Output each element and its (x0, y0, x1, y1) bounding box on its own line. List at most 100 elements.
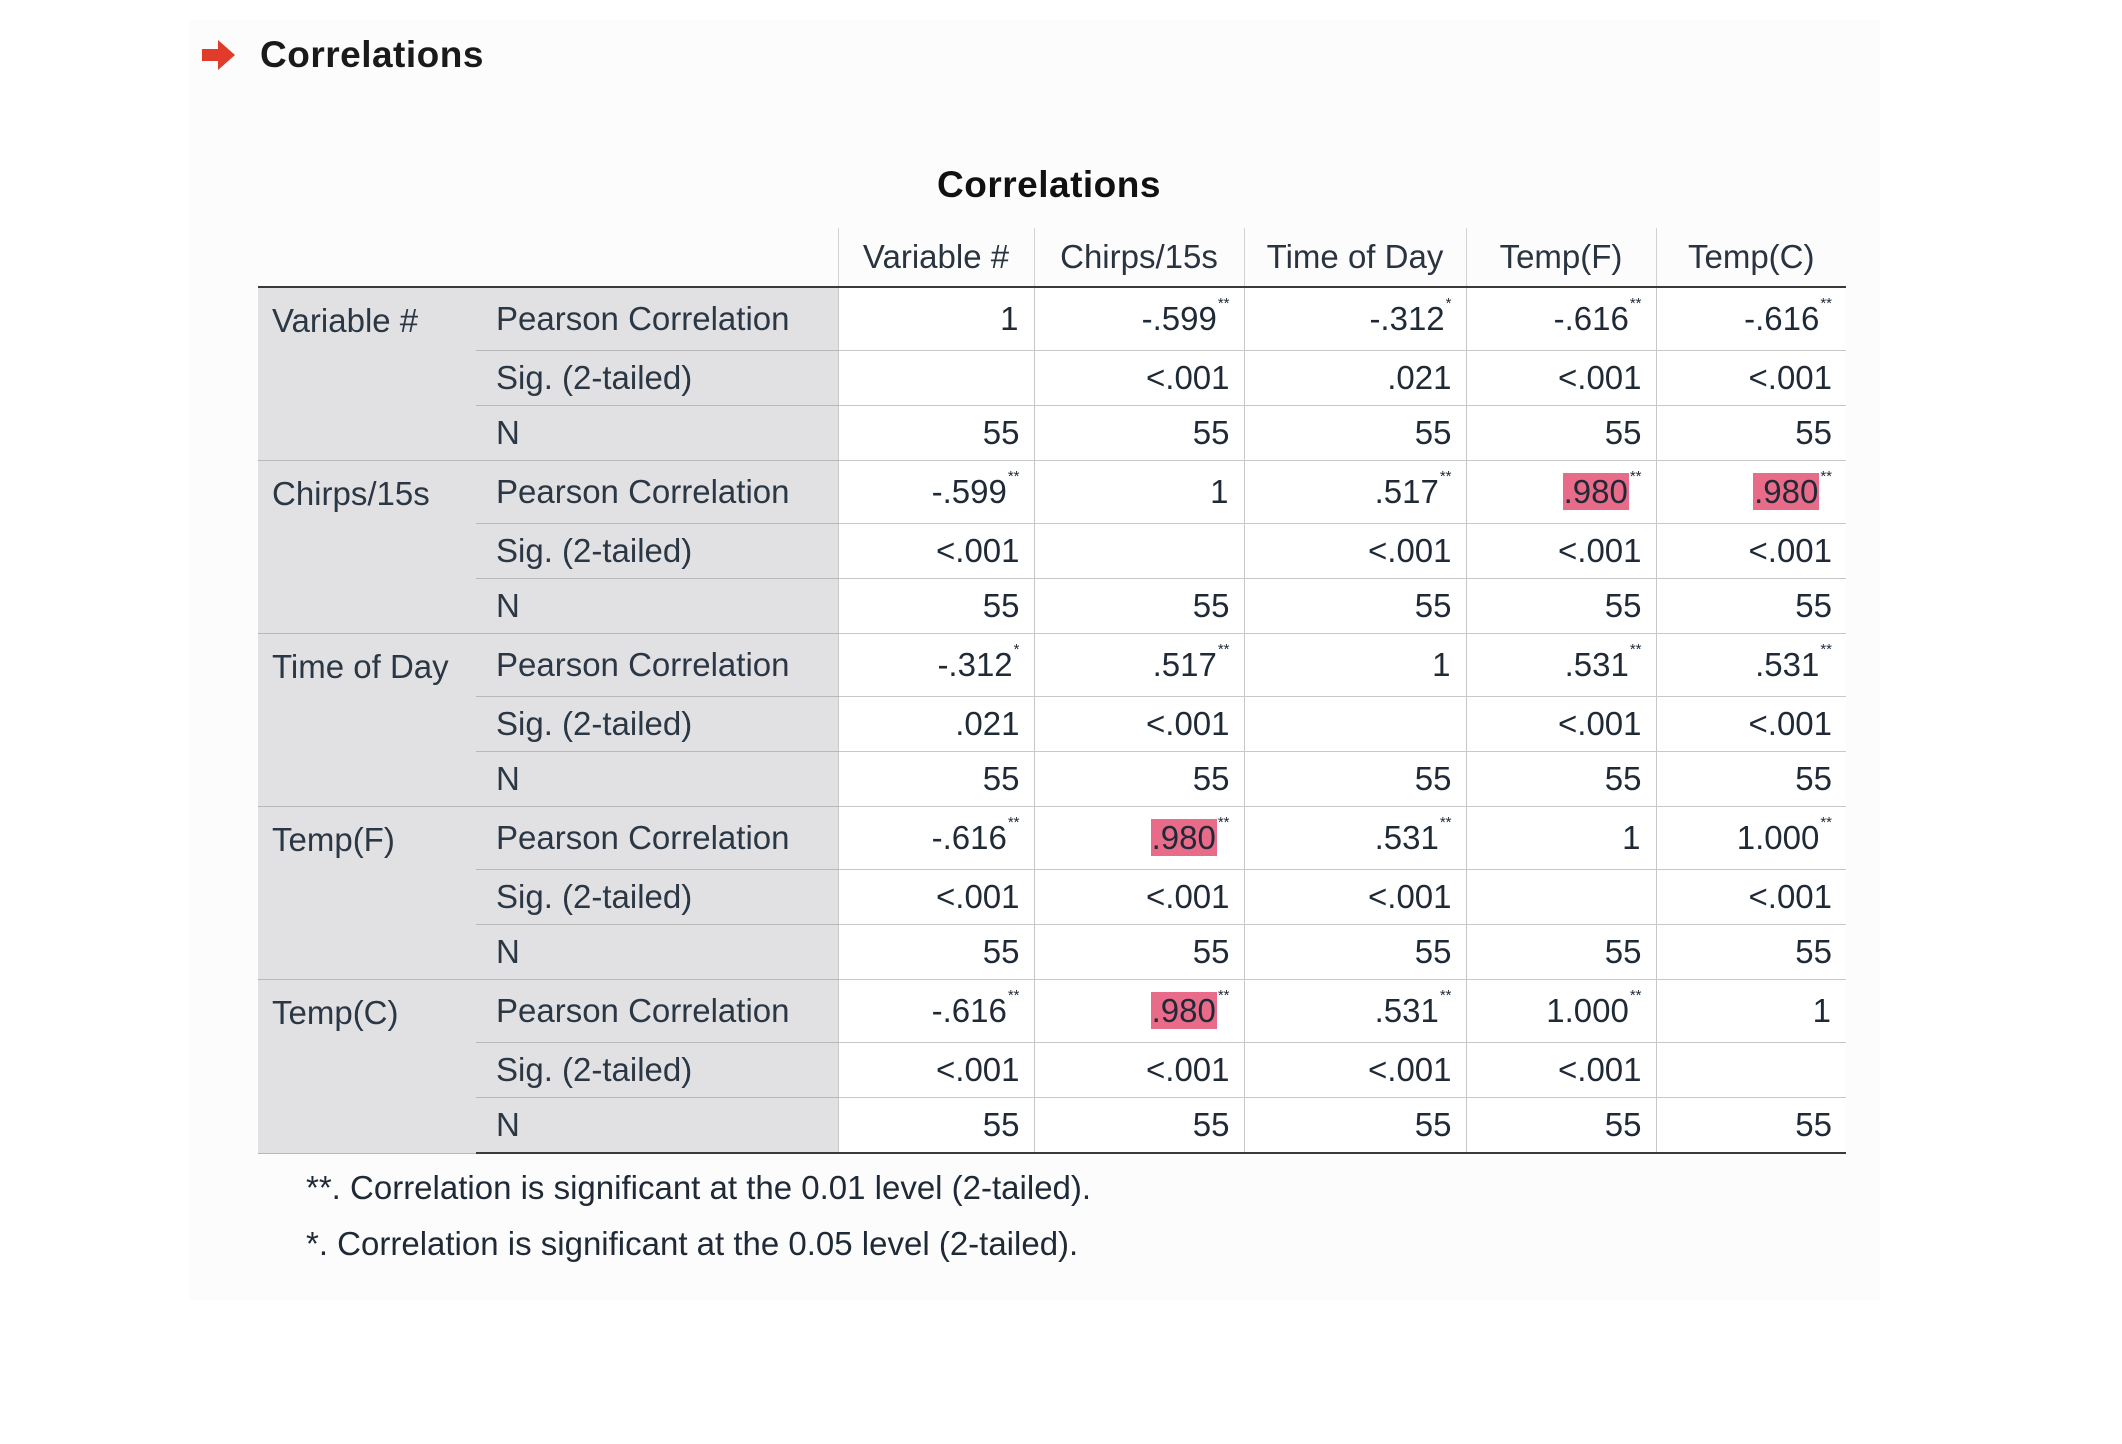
table-cell: <.001 (1465, 350, 1656, 406)
table-cell: .517** (1033, 633, 1244, 697)
table-cell: 55 (1033, 751, 1244, 807)
table-cell: <.001 (1243, 1042, 1466, 1098)
table-cell: 55 (1465, 1097, 1656, 1154)
cell-value: -.312 (1369, 300, 1445, 337)
table-cell: 1 (1243, 633, 1466, 697)
table-cell: 55 (837, 578, 1034, 634)
table-row: Sig. (2-tailed) <.001 <.001 <.001 <.001 (258, 869, 1846, 925)
n-count-label: N (476, 405, 838, 461)
significance-marker: ** (1217, 641, 1230, 658)
cell-value: .531 (1374, 992, 1439, 1029)
cell-value: -.616 (931, 819, 1007, 856)
pearson-correlation-label: Pearson Correlation (476, 287, 838, 351)
table-row: Sig. (2-tailed) <.001 <.001 <.001 <.001 (258, 1042, 1846, 1098)
cell-value: 1.000 (1546, 992, 1629, 1029)
column-header: Chirps/15s (1033, 228, 1244, 288)
table-cell: 1 (837, 287, 1034, 351)
significance-marker: ** (1217, 295, 1230, 312)
table-cell: 55 (1243, 1097, 1466, 1154)
cell-value: -.616 (931, 992, 1007, 1029)
table-cell: 55 (1465, 578, 1656, 634)
n-count-label: N (476, 578, 838, 634)
table-row: N 55 55 55 55 55 (258, 578, 1846, 634)
footnote-005-level: *. Correlation is significant at the 0.0… (306, 1225, 1079, 1262)
table-cell: 55 (1033, 405, 1244, 461)
table-cell: 1.000** (1655, 806, 1846, 870)
sig-2-tailed-label: Sig. (2-tailed) (476, 1042, 838, 1098)
significance-marker: ** (1820, 295, 1832, 312)
right-arrow-icon (198, 35, 238, 75)
significance-marker: ** (1007, 814, 1020, 831)
row-variable-label: Temp(C) (258, 979, 476, 1154)
table-cell: .980 ** (1655, 460, 1846, 524)
significance-marker: ** (1629, 295, 1642, 312)
cell-value: 1 (1622, 819, 1641, 856)
cell-value: .517 (1374, 473, 1439, 510)
output-heading[interactable]: Correlations (198, 34, 484, 76)
table-cell (1243, 696, 1466, 752)
significance-marker: ** (1439, 987, 1452, 1004)
significance-marker: ** (1007, 987, 1020, 1004)
pearson-correlation-label: Pearson Correlation (476, 979, 838, 1043)
significance-marker: ** (1217, 987, 1230, 1004)
table-cell: 55 (1655, 1097, 1846, 1154)
cell-value: 1 (1000, 300, 1019, 337)
significance-marker: ** (1820, 814, 1832, 831)
table-row: N 55 55 55 55 55 (258, 1097, 1846, 1154)
cell-value: .517 (1152, 646, 1217, 683)
table-row: N 55 55 55 55 55 (258, 405, 1846, 461)
table-cell: 55 (1465, 751, 1656, 807)
table-cell: 55 (1033, 1097, 1244, 1154)
column-header-row: Variable # Chirps/15s Time of Day Temp(F… (258, 228, 1846, 288)
table-cell: .531** (1465, 633, 1656, 697)
n-count-label: N (476, 924, 838, 980)
highlighted-value: .980 (1150, 819, 1217, 856)
table-cell: 55 (837, 751, 1034, 807)
table-cell: -.599** (1033, 287, 1244, 351)
table-row: N 55 55 55 55 55 (258, 751, 1846, 807)
corner-blank (476, 228, 838, 288)
table-cell: <.001 (837, 523, 1034, 579)
cell-value: -.599 (1141, 300, 1217, 337)
table-cell: 1 (1465, 806, 1656, 870)
table-cell: <.001 (1655, 523, 1846, 579)
column-header: Variable # (837, 228, 1034, 288)
column-header: Time of Day (1243, 228, 1466, 288)
table-row: Sig. (2-tailed) .021 <.001 <.001 <.001 (258, 696, 1846, 752)
pearson-correlation-label: Pearson Correlation (476, 633, 838, 697)
table-cell: 55 (1033, 578, 1244, 634)
table-cell (837, 350, 1034, 406)
cell-value: 1 (1432, 646, 1451, 683)
significance-marker: ** (1439, 814, 1452, 831)
table-cell: 55 (1243, 751, 1466, 807)
table-cell: 55 (1655, 751, 1846, 807)
significance-marker: ** (1007, 468, 1020, 485)
table-cell: <.001 (1033, 696, 1244, 752)
table-cell: 1.000** (1465, 979, 1656, 1043)
table-cell: 55 (837, 924, 1034, 980)
row-variable-label: Time of Day (258, 633, 476, 807)
column-header: Temp(C) (1655, 228, 1846, 288)
cell-value: .531 (1755, 646, 1820, 683)
significance-marker: ** (1217, 814, 1230, 831)
table-cell: <.001 (1465, 523, 1656, 579)
significance-marker: ** (1629, 987, 1642, 1004)
table-row: Sig. (2-tailed) <.001.021 <.001 <.001 (258, 350, 1846, 406)
table-cell: .531** (1655, 633, 1846, 697)
table-cell: .021 (1243, 350, 1466, 406)
cell-value: -.616 (1553, 300, 1629, 337)
significance-marker: ** (1439, 468, 1452, 485)
highlighted-value: .980 (1150, 992, 1217, 1029)
row-variable-label: Temp(F) (258, 806, 476, 980)
table-row: Chirps/15s Pearson Correlation -.599** 1.51… (258, 460, 1846, 634)
table-row: Temp(F) Pearson Correlation -.616** .980 **.… (258, 806, 1846, 980)
table-cell: 55 (837, 405, 1034, 461)
table-cell: <.001 (1655, 869, 1846, 925)
cell-value: 1.000 (1736, 819, 1820, 856)
correlations-table: Variable # Chirps/15s Time of Day Temp(F… (258, 228, 1846, 1154)
n-count-label: N (476, 1097, 838, 1154)
cell-value: -.312 (937, 646, 1013, 683)
significance-marker: ** (1820, 641, 1832, 658)
table-row: Temp(C) Pearson Correlation -.616** .980 **.… (258, 979, 1846, 1154)
